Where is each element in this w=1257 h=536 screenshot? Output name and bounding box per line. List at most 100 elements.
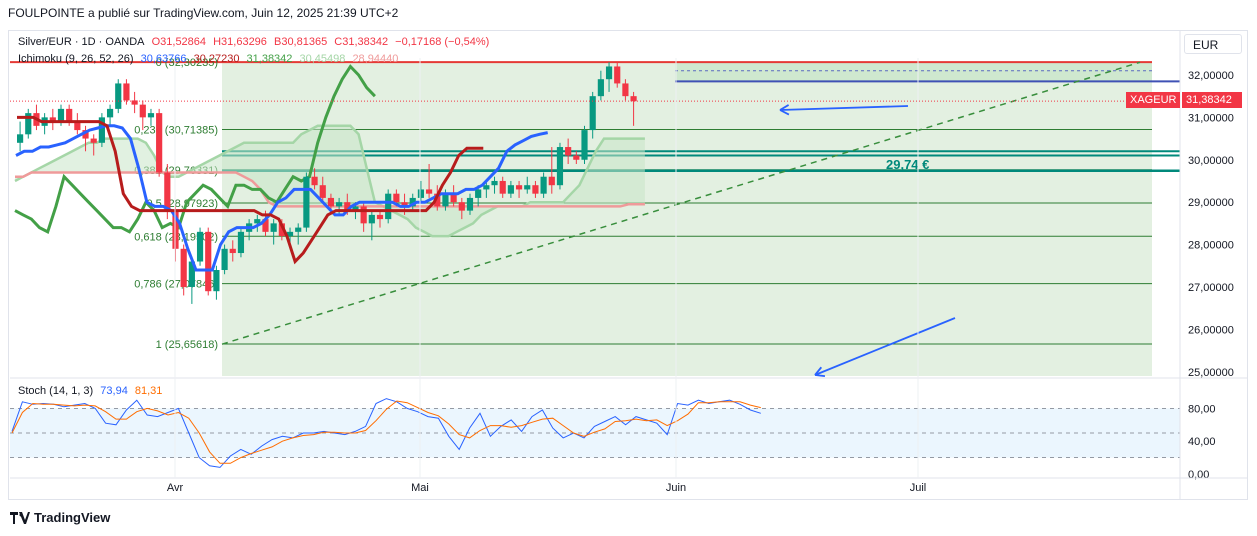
candle (286, 231, 294, 237)
candle (237, 231, 245, 254)
candle (90, 138, 97, 143)
y-tick-label: 25,00000 (1188, 367, 1234, 379)
candle (196, 231, 204, 262)
candle (278, 223, 285, 237)
candle (605, 66, 613, 80)
fib-label: 1 (25,65618) (156, 339, 218, 351)
stoch-d-value: 81,31 (134, 385, 163, 397)
y-tick-label: 29,00000 (1188, 197, 1234, 209)
candle (327, 197, 335, 207)
currency-button[interactable]: EUR (1184, 34, 1242, 54)
candle (254, 219, 261, 224)
candle (450, 193, 457, 203)
candle (499, 180, 506, 194)
chart-frame (8, 30, 1248, 500)
candle (385, 193, 392, 220)
candle (393, 193, 400, 203)
candle (409, 197, 416, 207)
candle (311, 176, 318, 186)
candle (597, 79, 604, 97)
ichimoku-span-b-value: 28,94440 (352, 53, 399, 65)
ichimoku-chikou-value: 31,38342 (246, 53, 293, 65)
candle (483, 185, 490, 190)
stoch-tick-label: 0,00 (1188, 469, 1209, 481)
candle (229, 248, 236, 254)
y-tick-label: 32,00000 (1188, 70, 1234, 82)
candle (295, 227, 302, 232)
arrow-down (814, 317, 956, 376)
candle (123, 83, 130, 101)
brand-label: TradingView (34, 510, 111, 525)
candle (458, 202, 465, 211)
arrow-down-head (814, 366, 826, 378)
candle (74, 121, 81, 131)
fib-top-band (675, 62, 1152, 82)
ichimoku-label: Ichimoku (9, 26, 52, 26) (18, 53, 134, 65)
y-tick-label: 26,00000 (1188, 324, 1234, 336)
ichimoku-kijun-value: 30,27230 (193, 53, 240, 65)
y-tick-label: 28,00000 (1188, 240, 1234, 252)
tradingview-logo-icon (10, 511, 30, 524)
ichimoku-kijun (17, 115, 484, 265)
candle (565, 147, 572, 156)
candle (156, 113, 163, 173)
change-value: −0,17168 (−0,54%) (395, 36, 490, 48)
candle (515, 185, 523, 190)
candle (221, 248, 228, 270)
candle (139, 104, 146, 118)
ichimoku-legend: Ichimoku (9, 26, 52, 26) 30,63766 30,272… (18, 53, 402, 65)
x-tick-label: Juin (666, 482, 686, 494)
arrow-left (779, 105, 909, 111)
fib-label: 0,236 (30,71385) (134, 124, 218, 136)
symbol-label: Silver/EUR · 1D · OANDA (18, 36, 145, 48)
low-value: B30,81365 (273, 36, 328, 48)
candle (581, 130, 588, 160)
candle (106, 108, 114, 118)
fib-label: 0,786 (27,07846) (134, 279, 218, 291)
ichimoku-span-a-value: 30,45498 (299, 53, 346, 65)
candle (630, 96, 637, 102)
candle (491, 180, 498, 186)
tradingview-brand[interactable]: TradingView (10, 510, 110, 525)
candle (98, 117, 105, 143)
candle (548, 176, 555, 186)
stoch-d-line (11, 400, 761, 464)
candle (434, 193, 441, 207)
candle (49, 117, 56, 122)
candle (270, 223, 277, 232)
candle (147, 113, 155, 118)
candle (164, 172, 171, 211)
stoch-tick-label: 40,00 (1188, 436, 1216, 448)
fib-label: 0,5 (28,97923) (146, 198, 218, 210)
candle (622, 83, 629, 97)
stoch-legend: Stoch (14, 1, 3) 73,94 81,31 (18, 385, 166, 397)
candle (319, 185, 326, 198)
candle (524, 185, 531, 190)
level-annotation: 29,74 € (886, 157, 929, 172)
symbol-legend: Silver/EUR · 1D · OANDA O31,52864 H31,63… (18, 36, 493, 48)
candle (131, 100, 138, 105)
y-tick-label: 30,00000 (1188, 155, 1234, 167)
symbol-tag: XAGEUR (1126, 92, 1180, 108)
stoch-label: Stoch (14, 1, 3) (18, 385, 94, 397)
candle (401, 202, 408, 207)
fib-label: 0 (32,30235) (156, 57, 218, 69)
open-value: O31,52864 (151, 36, 207, 48)
high-value: H31,63296 (213, 36, 267, 48)
candle (172, 210, 179, 249)
candle (180, 248, 187, 287)
candle (360, 206, 367, 224)
ichimoku-chikou (14, 64, 376, 234)
y-tick-label: 31,00000 (1188, 112, 1234, 124)
arrow-left-head (779, 104, 790, 116)
candle (540, 176, 547, 194)
candle (115, 83, 122, 109)
candle (376, 214, 384, 220)
x-tick-label: Avr (167, 482, 184, 494)
candle (442, 193, 449, 207)
x-tick-label: Mai (411, 482, 429, 494)
y-tick-label: 27,00000 (1188, 282, 1234, 294)
candle (336, 202, 343, 207)
candle (475, 189, 482, 198)
